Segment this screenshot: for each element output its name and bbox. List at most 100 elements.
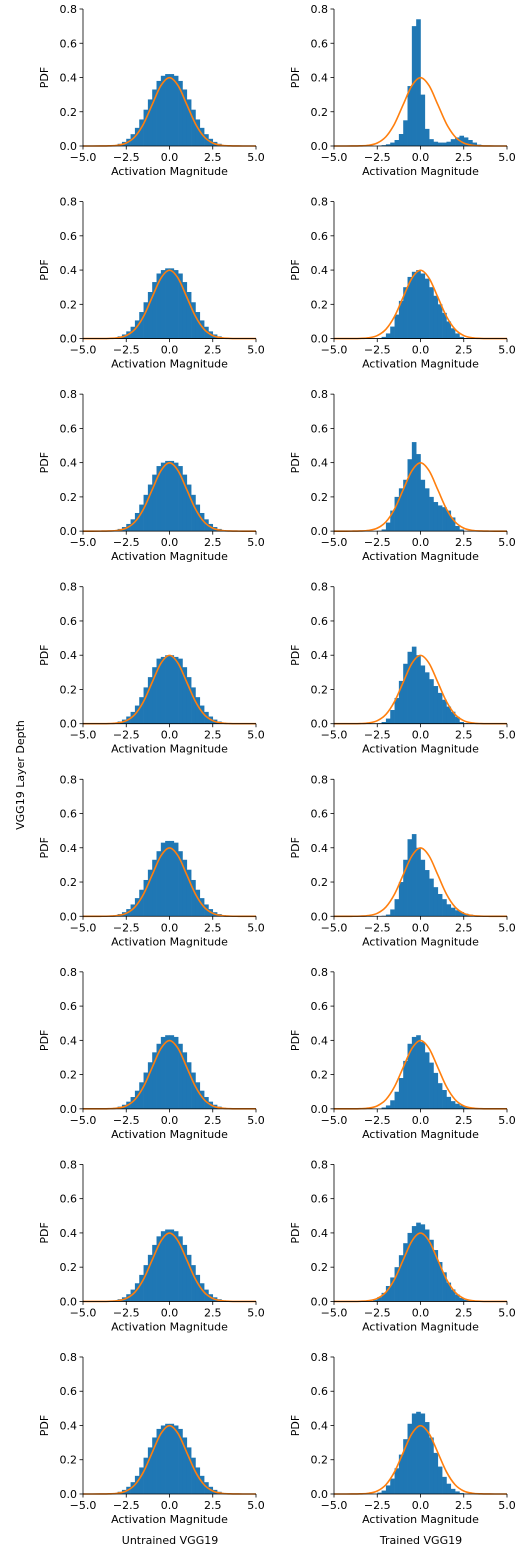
x-tick-label: 2.5: [455, 536, 473, 549]
y-tick-label: 0.8: [60, 966, 78, 979]
histogram-bar: [416, 270, 421, 339]
y-tick-label: 0.6: [60, 1000, 78, 1013]
y-tick-label: 0.8: [60, 1158, 78, 1171]
x-axis-label: Activation Magnitude: [362, 550, 479, 563]
histogram-bar: [403, 1061, 408, 1109]
x-tick-label: −2.5: [364, 1499, 391, 1512]
histogram-bar: [390, 327, 395, 339]
histogram-bar: [429, 497, 434, 531]
y-tick-label: 0.6: [311, 1193, 329, 1206]
histogram-bar: [425, 279, 430, 339]
x-tick-label: 5.0: [498, 151, 516, 164]
y-tick-label: 0.4: [311, 72, 329, 85]
histogram-bar: [442, 507, 447, 531]
histogram-bar: [438, 1467, 443, 1494]
x-tick-label: 2.5: [455, 1499, 473, 1512]
y-tick-label: 0.6: [311, 1000, 329, 1013]
y-tick-label: 0.4: [311, 842, 329, 855]
histogram-bar: [446, 142, 451, 146]
x-tick-label: 0.0: [412, 1306, 430, 1319]
histogram-bar: [429, 679, 434, 724]
x-axis-label: Activation Magnitude: [111, 935, 228, 948]
x-tick-label: 5.0: [498, 536, 516, 549]
y-tick-label: 0.2: [60, 1261, 78, 1274]
y-tick-label: 0.6: [60, 1193, 78, 1206]
y-tick-label: 0.2: [60, 298, 78, 311]
x-tick-label: −2.5: [364, 344, 391, 357]
y-tick-label: 0.4: [311, 1227, 329, 1240]
x-tick-label: −5.0: [70, 344, 97, 357]
x-axis-label: Activation Magnitude: [362, 1320, 479, 1333]
histogram-bar: [451, 1489, 456, 1494]
x-tick-label: 0.0: [412, 921, 430, 934]
histogram-bar: [429, 1437, 434, 1494]
y-tick-label: 0.8: [311, 966, 329, 979]
y-tick-label: 0.4: [60, 1419, 78, 1432]
histogram-bar: [165, 1229, 170, 1301]
histogram-bar: [165, 268, 170, 338]
x-tick-label: −5.0: [321, 536, 348, 549]
figure-ylabel: VGG19 Layer Depth: [14, 720, 27, 830]
x-tick-label: −2.5: [364, 729, 391, 742]
histogram-bar: [442, 899, 447, 916]
histogram-bar: [438, 143, 443, 146]
x-axis-label: Activation Magnitude: [111, 358, 228, 371]
x-tick-label: 2.5: [204, 151, 222, 164]
histogram-bar: [442, 143, 447, 146]
y-axis-label: PDF: [289, 67, 302, 88]
x-axis-label: Activation Magnitude: [111, 1513, 228, 1526]
histogram-bar: [386, 719, 391, 724]
histogram-bar: [174, 657, 179, 724]
x-tick-label: 0.0: [412, 1499, 430, 1512]
histogram-bar: [416, 848, 421, 917]
x-tick-label: −2.5: [364, 1114, 391, 1127]
y-tick-label: 0.8: [60, 581, 78, 594]
x-tick-label: 5.0: [498, 1306, 516, 1319]
histogram-bar: [161, 270, 166, 339]
y-tick-label: 0.8: [311, 1158, 329, 1171]
x-tick-label: 2.5: [455, 921, 473, 934]
y-axis-label: PDF: [289, 259, 302, 280]
y-tick-label: 0.8: [60, 773, 78, 786]
y-tick-label: 0.2: [60, 683, 78, 696]
histogram-bar: [399, 1078, 404, 1109]
x-tick-label: 5.0: [498, 729, 516, 742]
y-axis-label: PDF: [289, 644, 302, 665]
x-tick-label: 2.5: [204, 1499, 222, 1512]
x-tick-label: 5.0: [498, 1499, 516, 1512]
histogram-bar: [170, 1424, 175, 1494]
histogram-bar: [386, 1485, 391, 1494]
histogram-bar: [451, 139, 456, 146]
histogram-bar: [455, 1104, 460, 1109]
y-tick-label: 0.4: [311, 649, 329, 662]
y-tick-label: 0.8: [311, 1351, 329, 1364]
x-axis-label: Activation Magnitude: [362, 165, 479, 178]
y-tick-label: 0.2: [311, 298, 329, 311]
histogram-bar: [165, 74, 170, 146]
histogram-bar: [390, 1479, 395, 1494]
y-tick-label: 0.2: [60, 1069, 78, 1082]
y-axis-label: PDF: [289, 837, 302, 858]
y-tick-label: 0.2: [60, 876, 78, 889]
x-tick-label: 0.0: [161, 344, 179, 357]
y-tick-label: 0.2: [60, 491, 78, 504]
histogram-bar: [399, 134, 404, 146]
x-tick-label: −5.0: [70, 921, 97, 934]
y-tick-label: 0.6: [60, 230, 78, 243]
histogram-bar: [451, 1101, 456, 1109]
x-axis-label: Activation Magnitude: [111, 550, 228, 563]
x-axis-label: Activation Magnitude: [362, 358, 479, 371]
x-tick-label: 2.5: [204, 344, 222, 357]
histogram-bar: [421, 273, 426, 338]
x-tick-label: 0.0: [412, 344, 430, 357]
x-tick-label: 2.5: [455, 344, 473, 357]
histogram-bar: [403, 120, 408, 146]
y-tick-label: 0.6: [60, 37, 78, 50]
histogram-bar: [161, 463, 166, 532]
